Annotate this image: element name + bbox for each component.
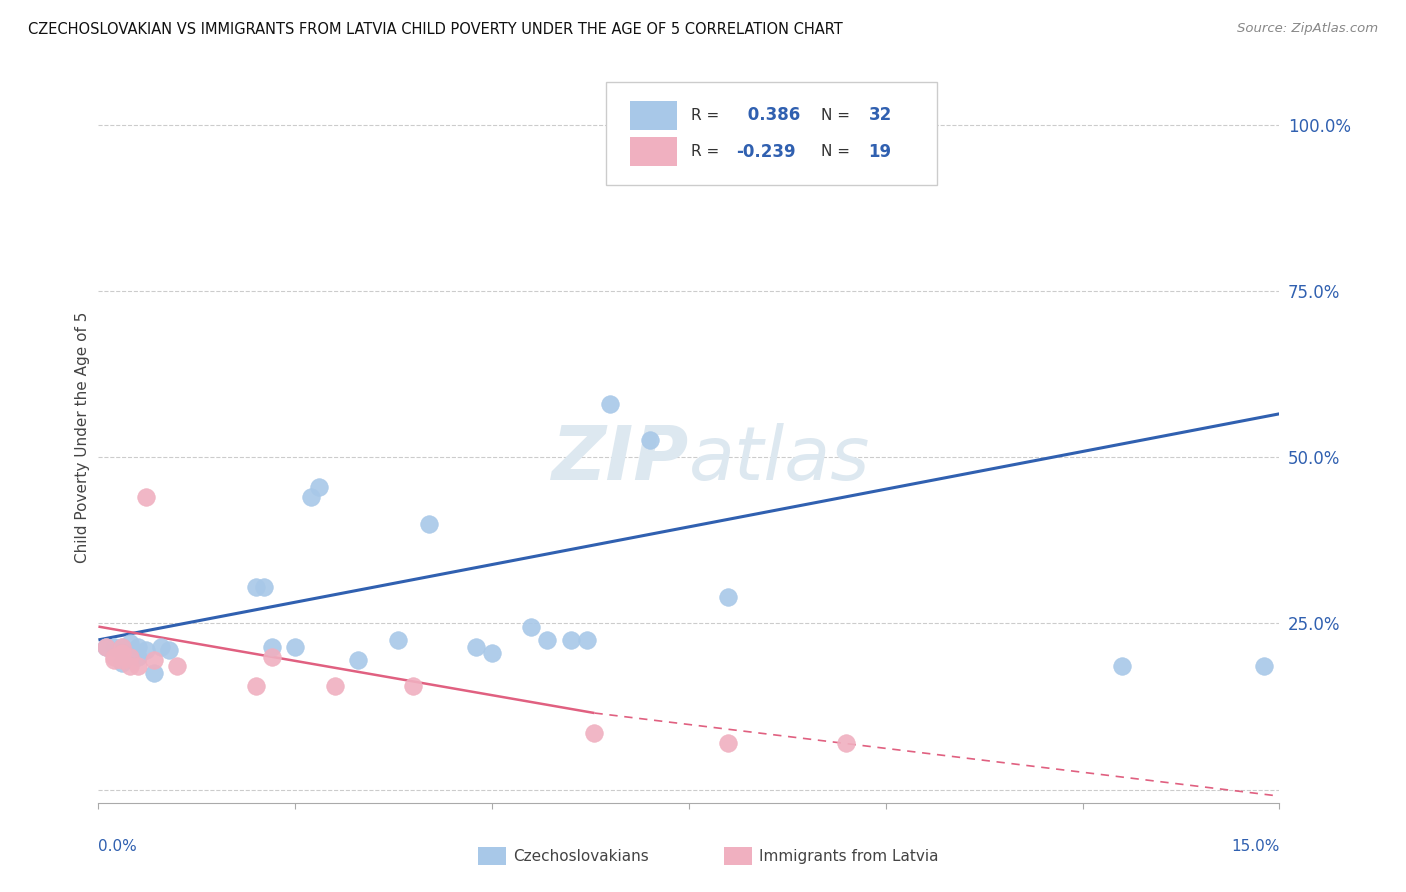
Point [103, 649, 125, 664]
Text: Source: ZipAtlas.com: Source: ZipAtlas.com [1237, 22, 1378, 36]
Point [111, 653, 134, 667]
Point [387, 632, 409, 647]
Text: N =: N = [821, 145, 855, 160]
Point [536, 632, 558, 647]
Point [118, 636, 141, 650]
Point [402, 680, 425, 694]
Point [599, 397, 621, 411]
Point [111, 640, 134, 654]
Point [118, 659, 141, 673]
Point [142, 666, 165, 681]
Text: 0.0%: 0.0% [98, 839, 138, 855]
Point [638, 434, 661, 448]
Point [253, 580, 276, 594]
Point [308, 480, 330, 494]
Point [717, 590, 740, 604]
Point [245, 580, 267, 594]
Point [118, 649, 141, 664]
Point [347, 653, 370, 667]
Point [142, 653, 165, 667]
Point [150, 640, 173, 654]
Text: 32: 32 [869, 106, 891, 124]
FancyBboxPatch shape [606, 82, 936, 185]
Text: 0.386: 0.386 [742, 106, 800, 124]
Point [127, 659, 149, 673]
Point [166, 659, 188, 673]
Point [103, 640, 125, 654]
FancyBboxPatch shape [630, 101, 678, 130]
Point [157, 643, 180, 657]
Text: R =: R = [692, 145, 724, 160]
Point [135, 643, 157, 657]
Text: Immigrants from Latvia: Immigrants from Latvia [759, 849, 939, 863]
Point [96, 640, 118, 654]
Point [135, 490, 157, 504]
Point [260, 640, 283, 654]
Point [127, 640, 149, 654]
Text: 19: 19 [869, 143, 891, 161]
Point [1111, 659, 1133, 673]
Y-axis label: Child Poverty Under the Age of 5: Child Poverty Under the Age of 5 [75, 311, 90, 563]
Point [796, 157, 818, 171]
Point [111, 640, 134, 654]
Text: 15.0%: 15.0% [1232, 839, 1279, 855]
Point [481, 646, 503, 660]
Point [465, 640, 488, 654]
Text: atlas: atlas [689, 423, 870, 495]
Point [418, 516, 440, 531]
Point [299, 490, 322, 504]
Point [717, 736, 740, 750]
Point [1253, 659, 1275, 673]
Point [875, 118, 897, 132]
FancyBboxPatch shape [630, 137, 678, 167]
Point [284, 640, 307, 654]
Point [245, 680, 267, 694]
Text: R =: R = [692, 108, 724, 123]
Point [560, 632, 582, 647]
Point [323, 680, 346, 694]
Text: CZECHOSLOVAKIAN VS IMMIGRANTS FROM LATVIA CHILD POVERTY UNDER THE AGE OF 5 CORRE: CZECHOSLOVAKIAN VS IMMIGRANTS FROM LATVI… [28, 22, 842, 37]
Point [520, 619, 543, 633]
Text: N =: N = [821, 108, 855, 123]
Point [111, 656, 134, 670]
Text: Czechoslovakians: Czechoslovakians [513, 849, 650, 863]
Point [583, 726, 606, 740]
Point [127, 649, 149, 664]
Point [835, 736, 858, 750]
Point [260, 649, 283, 664]
Text: ZIP: ZIP [551, 423, 689, 496]
Point [575, 632, 598, 647]
Text: -0.239: -0.239 [737, 143, 796, 161]
Point [111, 646, 134, 660]
Point [103, 653, 125, 667]
Point [96, 640, 118, 654]
